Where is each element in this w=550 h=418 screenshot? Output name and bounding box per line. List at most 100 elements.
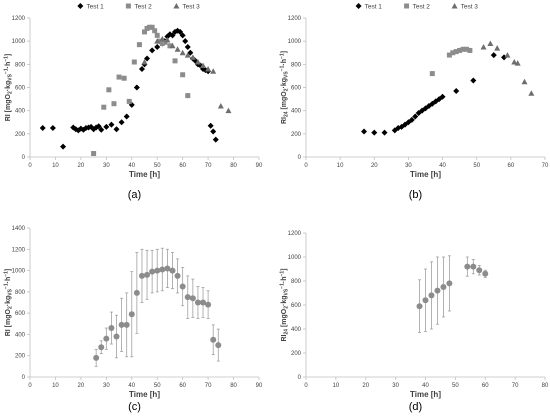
data-point [126, 98, 132, 104]
y-tick-label: 1000 [288, 39, 302, 45]
data-point [189, 295, 196, 302]
data-point [470, 77, 477, 84]
y-tick-label: 200 [291, 132, 302, 138]
data-point [113, 126, 120, 133]
data-point [381, 129, 388, 136]
y-tick-label: 0 [22, 375, 26, 381]
data-point [174, 272, 181, 279]
data-point [154, 32, 160, 38]
legend-marker [77, 3, 84, 9]
legend-label: Test 2 [413, 4, 431, 11]
data-point [440, 284, 447, 290]
data-point [480, 43, 487, 50]
legend-label: Test 2 [134, 4, 152, 11]
y-tick-label: 600 [291, 86, 302, 92]
y-tick-label: 1200 [12, 247, 26, 253]
data-point [169, 32, 176, 39]
x-tick-label: 70 [542, 163, 549, 169]
data-point [103, 335, 110, 342]
data-point [108, 325, 115, 332]
legend-marker [404, 3, 410, 9]
data-point [182, 38, 189, 45]
data-point [184, 52, 191, 58]
x-tick-label: 60 [179, 163, 186, 169]
panel-caption: (b) [409, 189, 422, 201]
legend-marker [125, 3, 131, 9]
y-tick-label: 800 [291, 62, 302, 68]
x-tick-label: 30 [103, 163, 110, 169]
data-point [194, 299, 201, 306]
data-point [428, 292, 435, 299]
data-point [185, 93, 191, 99]
data-point [434, 287, 441, 294]
data-point [121, 75, 127, 81]
y-tick-label: 0 [22, 155, 26, 161]
y-tick-label: 800 [291, 279, 302, 285]
x-tick-label: 80 [230, 383, 237, 389]
data-point [179, 32, 186, 39]
data-point [149, 24, 155, 30]
x-tick-label: 20 [371, 163, 378, 169]
data-point [487, 40, 494, 46]
legend-label: Test 3 [461, 4, 479, 11]
y-tick-label: 0 [298, 155, 302, 161]
data-point [521, 78, 528, 85]
x-tick-label: 50 [452, 383, 459, 389]
data-point [154, 38, 161, 44]
data-point [138, 65, 145, 72]
y-tick-label: 600 [15, 86, 26, 92]
data-point [106, 87, 112, 93]
data-point [470, 263, 477, 270]
y-tick-label: 400 [15, 332, 26, 338]
x-tick-label: 20 [78, 163, 85, 169]
legend-marker [173, 3, 180, 9]
panel-c: 0 10 20 30 40 50 60 70 80 90 0 200 400 600 800 1000 1200… [4, 226, 263, 413]
data-point [154, 267, 161, 274]
data-point [164, 265, 171, 272]
legend-label: Test 3 [182, 4, 200, 11]
data-point [215, 342, 222, 349]
data-point [482, 270, 489, 277]
x-tick-label: 0 [304, 383, 308, 389]
data-point [200, 62, 207, 68]
y-tick-label: 600 [291, 303, 302, 309]
data-point [210, 336, 217, 343]
x-tick-label: 40 [439, 163, 446, 169]
legend-marker [355, 3, 362, 9]
data-point [467, 47, 473, 53]
data-point [154, 43, 161, 50]
data-point [172, 58, 178, 64]
data-point [528, 90, 535, 96]
data-point [131, 59, 137, 65]
y-tick-label: 200 [15, 354, 26, 360]
data-point [194, 59, 201, 65]
x-tick-label: 10 [52, 383, 59, 389]
x-tick-label: 60 [482, 383, 489, 389]
y-tick-label: 1200 [288, 231, 302, 237]
y-axis-label: RI24 [mgO2·kgVS−1·h−1] [280, 51, 290, 124]
legend-marker [451, 3, 458, 9]
x-axis-label: Time [h] [129, 390, 160, 399]
x-tick-label: 70 [205, 383, 212, 389]
data-point [463, 46, 469, 52]
data-point [429, 71, 435, 77]
data-point [446, 280, 453, 287]
data-point [177, 28, 184, 35]
data-point [490, 52, 497, 59]
panel-caption: (a) [128, 189, 141, 201]
x-tick-label: 10 [52, 163, 59, 169]
data-point [138, 272, 145, 279]
panel-caption: (d) [409, 401, 422, 413]
data-point [179, 49, 186, 56]
data-point [439, 93, 446, 100]
y-tick-label: 1400 [12, 226, 26, 232]
data-point [128, 311, 135, 318]
x-tick-label: 0 [28, 163, 32, 169]
x-tick-label: 80 [230, 163, 237, 169]
data-point [457, 47, 463, 53]
panel-caption: (c) [128, 401, 141, 413]
x-tick-label: 40 [128, 383, 135, 389]
data-point [82, 125, 89, 132]
data-point [144, 55, 151, 62]
x-tick-label: 60 [508, 163, 515, 169]
